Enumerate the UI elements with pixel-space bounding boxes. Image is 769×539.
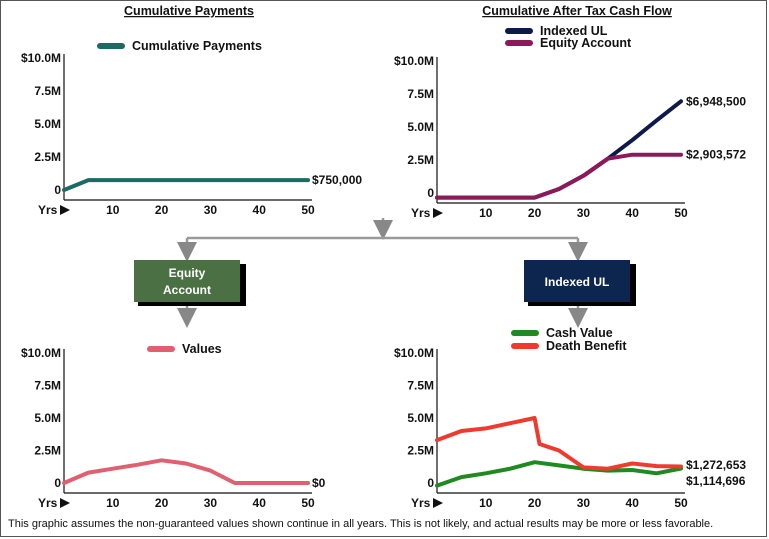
x-tick-label: 10 — [106, 496, 120, 510]
series-line-1 — [62, 178, 310, 192]
x-start-arrow-icon — [60, 205, 70, 215]
indexed-ul-box: Indexed UL — [524, 260, 636, 306]
chart-4: 0 2.5M 5.0M 7.5M $10.0M Yrs 10 20 30 40 50 Cash Val… — [394, 326, 746, 510]
end-value-label: $750,000 — [312, 173, 362, 187]
x-start-label: Yrs — [38, 203, 58, 217]
series-line-2 — [435, 152, 683, 200]
equity-account-box: Equity Account — [134, 260, 246, 306]
x-start-label: Yrs — [38, 496, 58, 510]
x-tick-label: 50 — [674, 206, 688, 220]
legend-label: Cumulative Payments — [132, 39, 262, 53]
x-start-arrow-icon — [433, 498, 443, 508]
x-tick-label: 20 — [155, 496, 169, 510]
y-tick-label: 7.5M — [407, 87, 434, 101]
x-tick-label: 40 — [253, 203, 267, 217]
x-tick-label: 30 — [204, 203, 218, 217]
x-start-label: Yrs — [411, 206, 431, 220]
y-tick-label: 7.5M — [34, 84, 61, 98]
x-tick-label: 30 — [577, 206, 591, 220]
y-tick-label: $10.0M — [394, 346, 434, 360]
series-line-1 — [435, 99, 683, 200]
y-tick-label: 5.0M — [407, 120, 434, 134]
y-tick-label: 0 — [54, 183, 61, 197]
series-line-2 — [435, 416, 683, 471]
legend-label: Cash Value — [546, 326, 613, 340]
x-tick-label: 50 — [301, 203, 315, 217]
end-value-label: $1,114,696 — [686, 474, 746, 488]
y-tick-label: 0 — [427, 476, 434, 490]
series-line-1 — [435, 460, 683, 488]
x-tick-label: 40 — [626, 496, 640, 510]
chart-title: Cumulative After Tax Cash Flow — [482, 4, 672, 18]
legend-label: Values — [182, 342, 222, 356]
legend-label: Equity Account — [540, 36, 632, 50]
legend-label: Indexed UL — [540, 24, 608, 38]
x-tick-label: 10 — [479, 496, 493, 510]
end-value-label: $6,948,500 — [686, 94, 746, 108]
x-tick-label: 20 — [155, 203, 169, 217]
x-tick-label: 10 — [106, 203, 120, 217]
chart-title: Cumulative Payments — [124, 4, 254, 18]
x-tick-label: 10 — [479, 206, 493, 220]
y-tick-label: 2.5M — [407, 153, 434, 167]
end-value-label: $1,272,653 — [686, 458, 746, 472]
x-tick-label: 20 — [528, 496, 542, 510]
x-tick-label: 20 — [528, 206, 542, 220]
x-tick-label: 40 — [626, 206, 640, 220]
x-start-arrow-icon — [433, 208, 443, 218]
x-start-arrow-icon — [60, 498, 70, 508]
y-tick-label: 2.5M — [407, 444, 434, 458]
y-tick-label: $10.0M — [21, 346, 61, 360]
x-tick-label: 40 — [253, 496, 267, 510]
equity-account-box-line2: Account — [163, 283, 211, 297]
y-tick-label: 5.0M — [34, 411, 61, 425]
equity-account-box-line1: Equity — [169, 266, 206, 280]
y-tick-label: $10.0M — [21, 51, 61, 65]
chart-2: Cumulative After Tax Cash Flow 0 2.5M 5.0M 7… — [394, 4, 746, 220]
charts-layer: Cumulative Payments 0 2.5M 5.0M 7.5M $10.0M Yr… — [21, 4, 746, 510]
disclaimer-text: This graphic assumes the non-guaranteed … — [8, 518, 714, 530]
y-tick-label: $10.0M — [394, 54, 434, 68]
series-line-1 — [62, 458, 310, 485]
end-value-label: $0 — [312, 476, 326, 490]
x-tick-label: 30 — [204, 496, 218, 510]
flow-connectors — [177, 218, 588, 328]
y-tick-label: 2.5M — [34, 444, 61, 458]
y-tick-label: 5.0M — [407, 411, 434, 425]
legend-label: Death Benefit — [546, 339, 627, 353]
x-tick-label: 50 — [674, 496, 688, 510]
y-tick-label: 7.5M — [407, 379, 434, 393]
indexed-ul-box-label: Indexed UL — [545, 275, 610, 289]
x-tick-label: 50 — [301, 496, 315, 510]
end-value-label: $2,903,572 — [686, 148, 746, 162]
chart-3: 0 2.5M 5.0M 7.5M $10.0M Yrs 10 20 30 40 50 Values $0 — [21, 342, 326, 510]
x-start-label: Yrs — [411, 496, 431, 510]
indexed-ul-box-face — [524, 260, 630, 302]
y-tick-label: 2.5M — [34, 150, 61, 164]
y-tick-label: 0 — [54, 476, 61, 490]
x-tick-label: 30 — [577, 496, 591, 510]
y-tick-label: 5.0M — [34, 117, 61, 131]
chart-1: Cumulative Payments 0 2.5M 5.0M 7.5M $10.0M Yr… — [21, 4, 362, 217]
y-tick-label: 7.5M — [34, 379, 61, 393]
equity-account-box-face — [134, 260, 240, 302]
y-tick-label: 0 — [427, 186, 434, 200]
